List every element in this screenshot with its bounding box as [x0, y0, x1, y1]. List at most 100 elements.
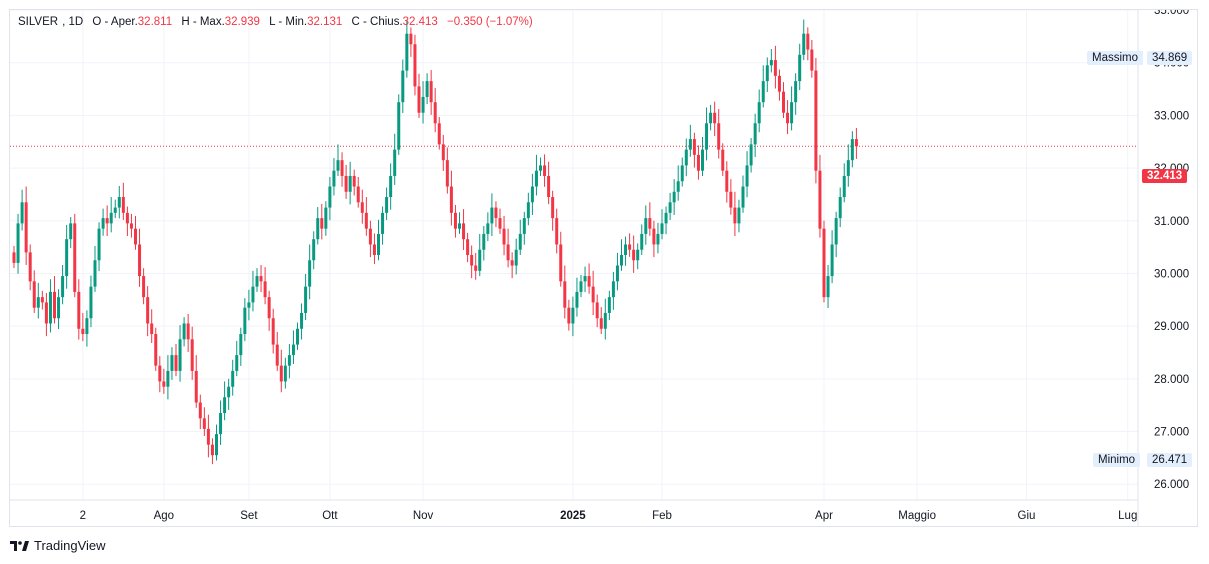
candle[interactable] — [757, 89, 761, 133]
candle[interactable] — [93, 246, 97, 292]
candle[interactable] — [802, 19, 806, 61]
candle[interactable] — [28, 244, 32, 291]
candle[interactable] — [393, 133, 397, 185]
candle[interactable] — [158, 356, 162, 393]
candle[interactable] — [482, 226, 486, 261]
candle[interactable] — [668, 192, 672, 220]
candle[interactable] — [850, 131, 854, 168]
candle[interactable] — [632, 235, 636, 273]
candle[interactable] — [599, 307, 603, 335]
candle[interactable] — [372, 233, 376, 264]
candle[interactable] — [798, 43, 802, 91]
candle[interactable] — [109, 197, 113, 233]
candle[interactable] — [563, 265, 567, 319]
timeframe[interactable]: 1D — [68, 16, 84, 28]
candle[interactable] — [328, 177, 332, 221]
candle[interactable] — [352, 169, 356, 196]
candle[interactable] — [822, 220, 826, 303]
candle[interactable] — [134, 216, 137, 250]
candle[interactable] — [101, 208, 105, 236]
candle[interactable] — [676, 165, 680, 201]
candle[interactable] — [672, 179, 676, 215]
candle[interactable] — [466, 232, 470, 263]
candle[interactable] — [40, 290, 44, 310]
tradingview-brand[interactable]: TradingView — [10, 538, 106, 553]
candle[interactable] — [441, 134, 445, 171]
candle[interactable] — [790, 86, 794, 131]
candle[interactable] — [522, 211, 526, 245]
candle[interactable] — [462, 209, 466, 250]
candle[interactable] — [782, 82, 785, 119]
candle[interactable] — [611, 271, 615, 310]
candle[interactable] — [583, 266, 587, 293]
candle[interactable] — [271, 308, 275, 354]
candle[interactable] — [453, 204, 457, 238]
candle[interactable] — [231, 359, 235, 396]
candle[interactable] — [534, 154, 538, 196]
candle[interactable] — [206, 414, 210, 458]
candle[interactable] — [409, 27, 413, 57]
candle[interactable] — [636, 243, 640, 270]
candle[interactable] — [737, 199, 741, 233]
candle[interactable] — [340, 152, 344, 187]
candle[interactable] — [219, 400, 223, 445]
candle[interactable] — [356, 177, 360, 208]
candle[interactable] — [794, 73, 798, 115]
candle[interactable] — [296, 322, 299, 350]
candle[interactable] — [190, 326, 194, 380]
candle[interactable] — [73, 213, 77, 298]
candle[interactable] — [44, 292, 48, 337]
candle[interactable] — [267, 290, 271, 331]
candle[interactable] — [660, 209, 664, 240]
candle[interactable] — [717, 109, 721, 159]
candle[interactable] — [377, 219, 380, 261]
candle[interactable] — [688, 124, 692, 157]
candle[interactable] — [53, 276, 56, 324]
candle[interactable] — [364, 197, 368, 236]
candle[interactable] — [417, 73, 421, 119]
candle[interactable] — [745, 151, 749, 198]
candle[interactable] — [182, 317, 186, 347]
candle[interactable] — [308, 244, 312, 300]
candle[interactable] — [818, 154, 822, 238]
candle[interactable] — [324, 201, 328, 236]
candle[interactable] — [425, 73, 429, 105]
candle[interactable] — [146, 286, 150, 337]
candle[interactable] — [579, 275, 583, 298]
candle[interactable] — [498, 208, 502, 234]
candle[interactable] — [729, 179, 733, 215]
candle[interactable] — [530, 173, 534, 215]
candle[interactable] — [838, 187, 842, 228]
candle[interactable] — [105, 205, 109, 237]
candle[interactable] — [721, 143, 725, 176]
symbol-name[interactable]: SILVER — [18, 16, 59, 28]
candle[interactable] — [69, 217, 73, 249]
candle[interactable] — [814, 57, 818, 184]
candle[interactable] — [291, 330, 295, 365]
candle[interactable] — [437, 116, 441, 150]
candle[interactable] — [381, 206, 385, 245]
candle[interactable] — [251, 270, 255, 312]
candlestick-chart[interactable]: 26.00027.00028.00029.00030.00031.00032.0… — [10, 10, 1198, 526]
candle[interactable] — [405, 19, 409, 78]
candle[interactable] — [587, 263, 591, 294]
candle[interactable] — [510, 252, 514, 279]
candle[interactable] — [48, 279, 52, 333]
candle[interactable] — [368, 220, 372, 258]
candle[interactable] — [846, 144, 850, 187]
candle[interactable] — [202, 407, 206, 436]
candle[interactable] — [24, 186, 28, 266]
candle[interactable] — [854, 128, 858, 159]
candle[interactable] — [178, 325, 182, 382]
candle[interactable] — [765, 57, 769, 92]
candle[interactable] — [806, 27, 810, 61]
candle[interactable] — [150, 309, 154, 343]
candle[interactable] — [125, 206, 129, 237]
candle[interactable] — [121, 182, 125, 220]
candle[interactable] — [223, 381, 227, 421]
candle[interactable] — [170, 347, 174, 380]
candle[interactable] — [239, 327, 243, 366]
candle[interactable] — [741, 175, 745, 213]
candle[interactable] — [77, 279, 81, 340]
candle[interactable] — [243, 298, 247, 342]
